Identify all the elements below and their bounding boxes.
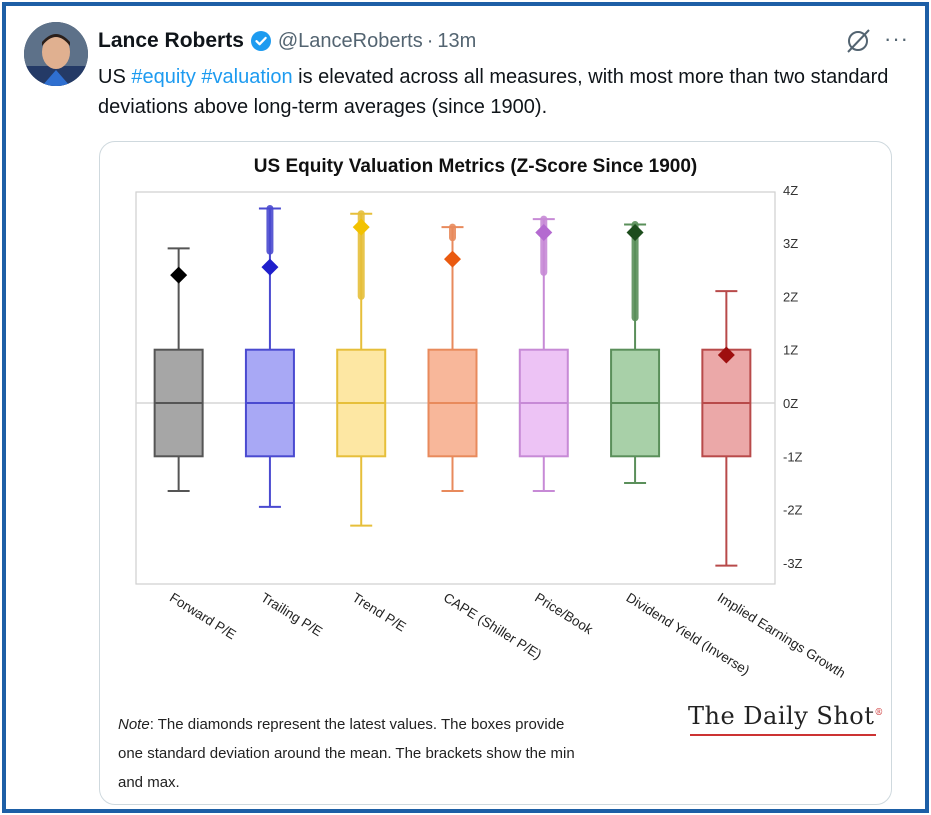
- note-label: Note: [118, 716, 150, 733]
- tweet-text-body: is elevated across all measures, with mo…: [98, 66, 889, 118]
- author-name[interactable]: Lance Roberts: [98, 29, 244, 52]
- hashtag-equity[interactable]: #equity: [131, 66, 196, 88]
- category-label: Trend P/E: [350, 590, 409, 635]
- category-label: Price/Book: [532, 590, 596, 637]
- y-tick-label: 2Z: [783, 289, 798, 304]
- latest-value-diamond: [170, 266, 188, 284]
- latest-value-diamond: [535, 223, 553, 241]
- box-plot-chart: US Equity Valuation Metrics (Z-Score Sin…: [135, 156, 848, 681]
- logo-underline: [690, 734, 876, 736]
- plot-area: [135, 191, 776, 585]
- avatar-image: [24, 22, 88, 86]
- more-options-icon[interactable]: ···: [884, 26, 909, 51]
- verified-badge-icon: [250, 30, 272, 52]
- category-label: CAPE (Shiller P/E): [441, 590, 544, 662]
- y-tick-label: -3Z: [783, 556, 803, 571]
- daily-shot-logo: The Daily Shot®: [688, 702, 884, 730]
- tweet-text: US #equity #valuation is elevated across…: [98, 62, 898, 122]
- y-tick-label: 0Z: [783, 396, 798, 411]
- latest-value-diamond: [444, 250, 461, 268]
- logo-text: The Daily Shot: [688, 702, 875, 730]
- avatar[interactable]: [24, 22, 88, 86]
- y-tick-label: -2Z: [783, 503, 803, 518]
- timestamp[interactable]: 13m: [437, 29, 477, 52]
- y-tick-label: -1Z: [783, 449, 803, 464]
- category-label: Trailing P/E: [258, 590, 325, 639]
- separator-dot: ·: [426, 29, 434, 52]
- grok-icon[interactable]: [845, 28, 871, 54]
- y-tick-label: 3Z: [783, 236, 798, 251]
- chart-title: US Equity Valuation Metrics (Z-Score Sin…: [254, 156, 697, 177]
- latest-value-diamond: [626, 223, 644, 241]
- logo-mark: ®: [874, 708, 884, 718]
- hashtag-valuation[interactable]: #valuation: [201, 66, 293, 88]
- tweet-text-prefix: US: [98, 66, 132, 88]
- latest-value-diamond: [261, 258, 279, 276]
- chart-image-card[interactable]: US Equity Valuation Metrics (Z-Score Sin…: [99, 141, 892, 805]
- category-label: Forward P/E: [167, 590, 239, 642]
- y-tick-label: 1Z: [783, 343, 798, 358]
- y-tick-label: 4Z: [783, 183, 798, 198]
- author-handle[interactable]: @LanceRoberts: [277, 29, 423, 52]
- tweet-header: Lance Roberts @LanceRoberts · 13m: [98, 26, 476, 56]
- latest-value-diamond: [717, 346, 735, 364]
- latest-value-diamond: [352, 218, 370, 236]
- chart-note: Note: The diamonds represent the latest …: [118, 710, 578, 797]
- note-text: : The diamonds represent the latest valu…: [118, 716, 575, 791]
